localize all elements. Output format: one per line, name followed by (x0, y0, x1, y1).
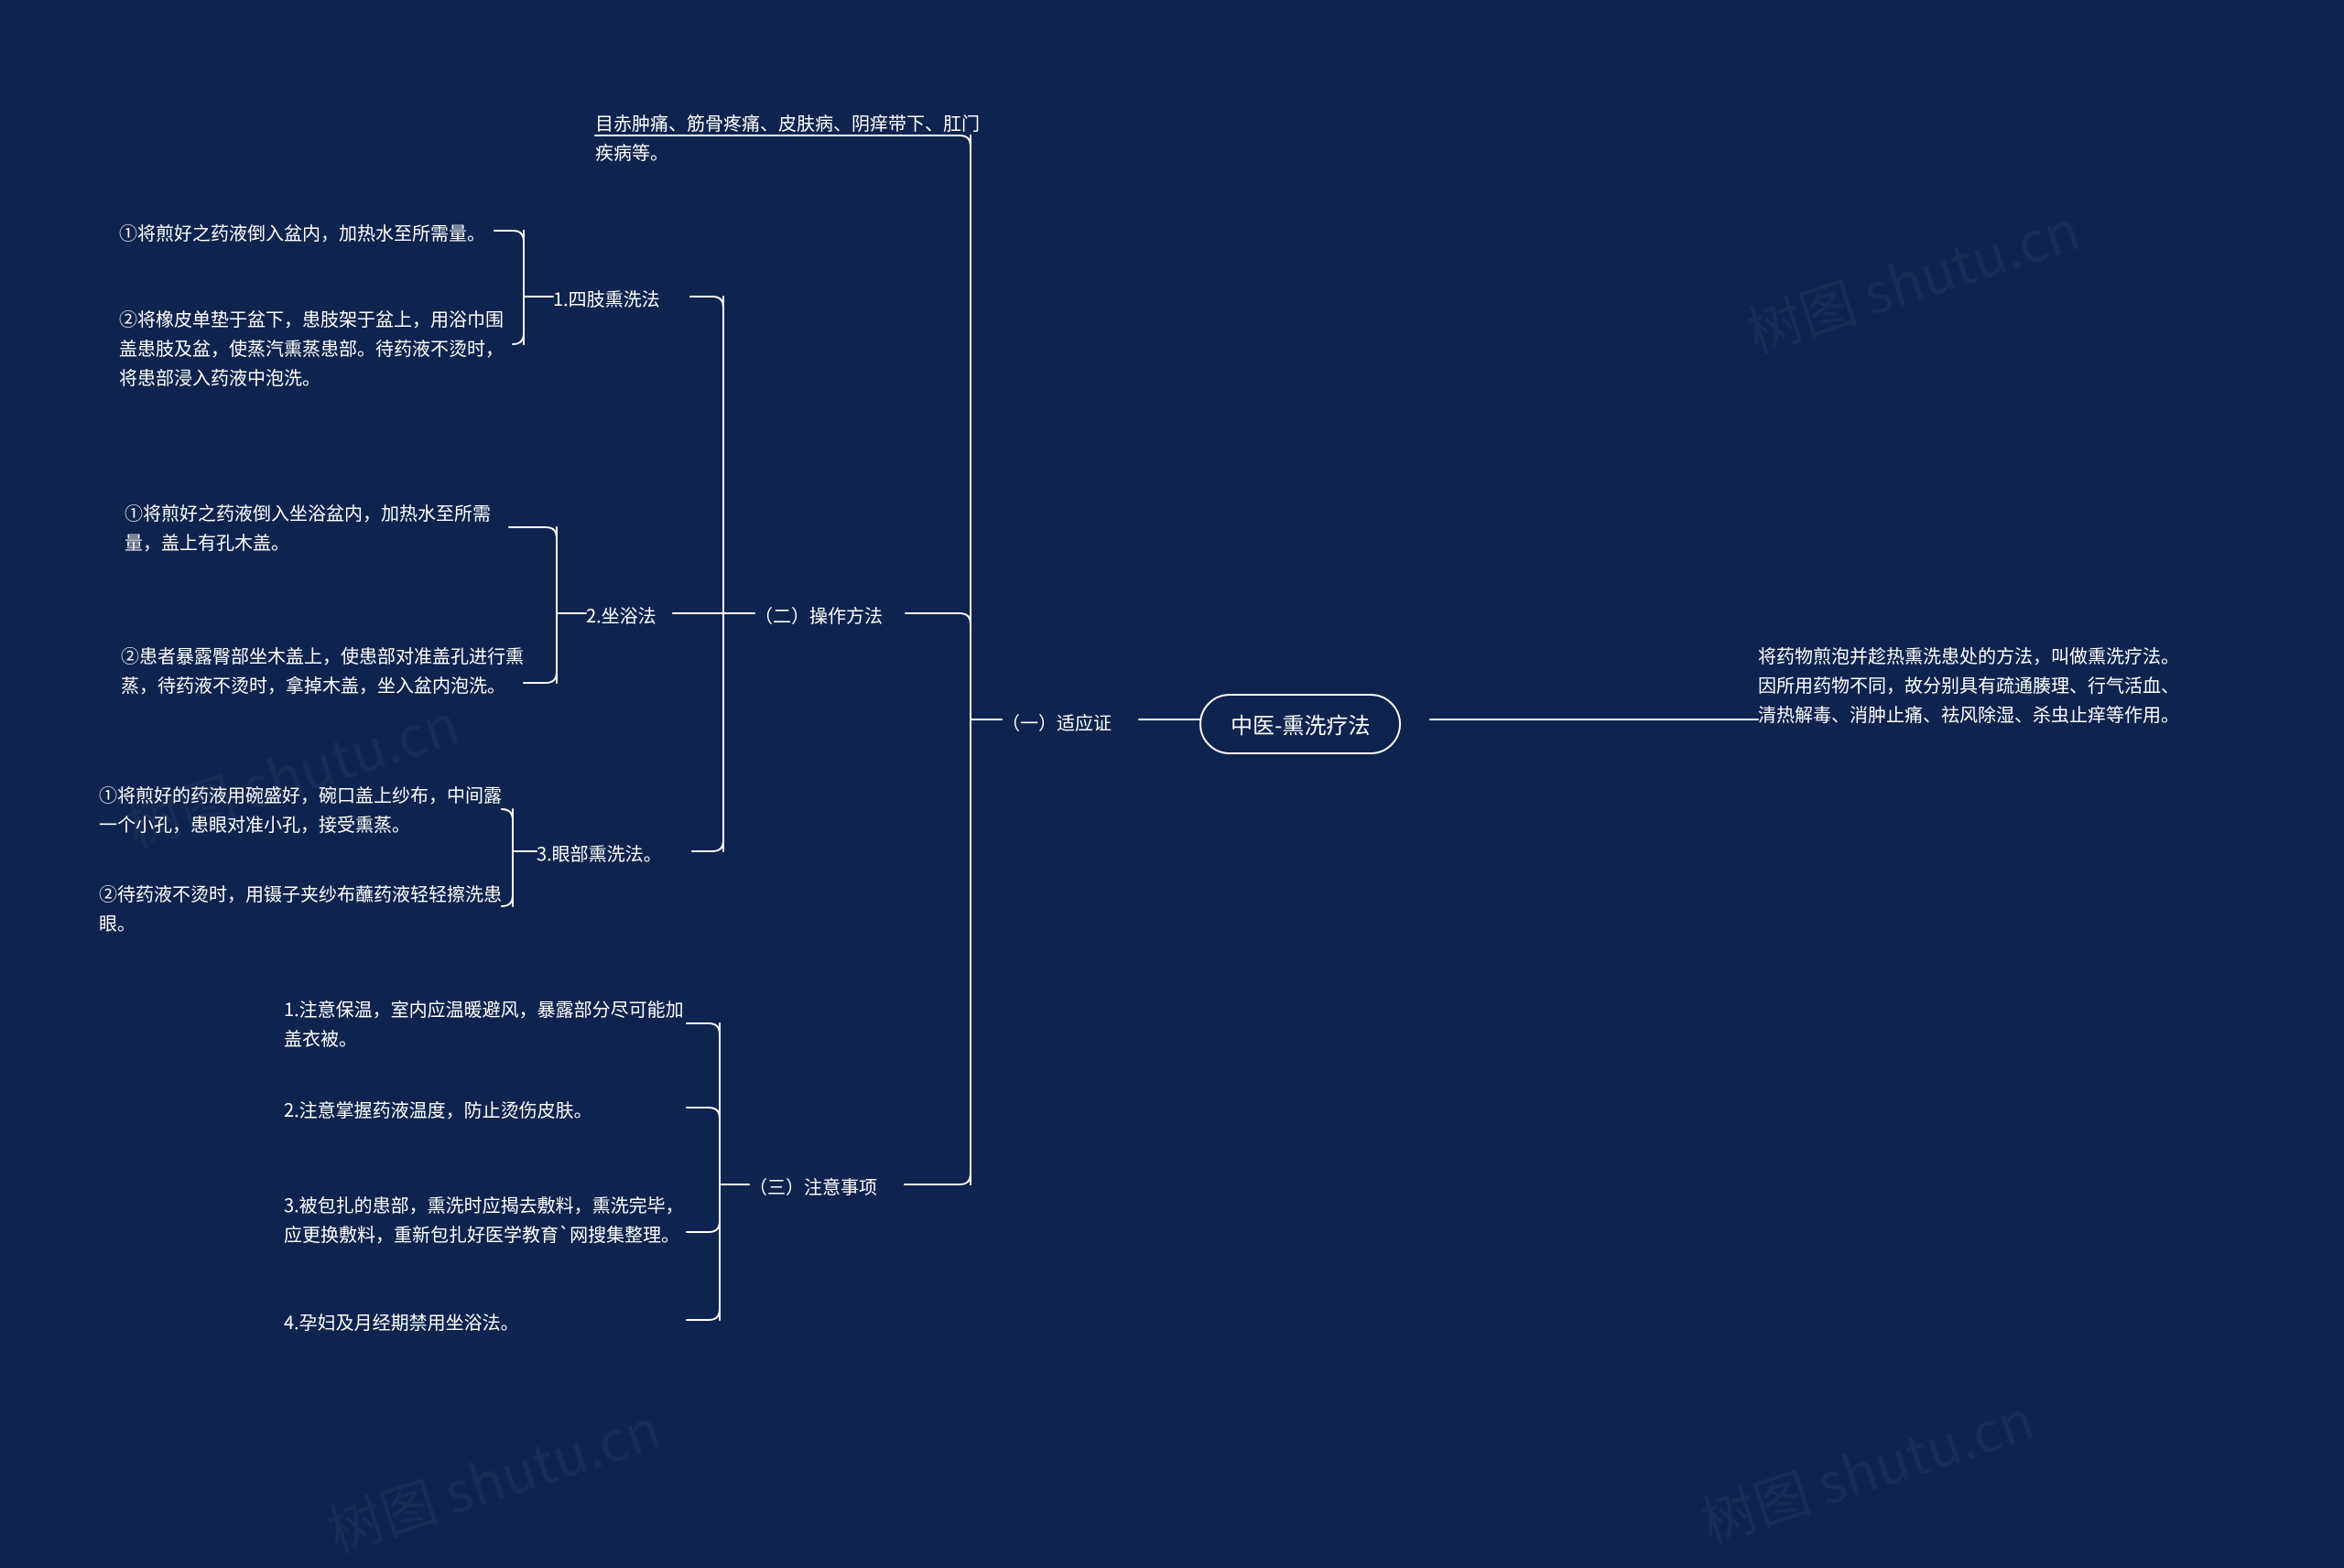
watermark: 树图 shutu.cn (317, 1386, 669, 1568)
right-description: 将药物煎泡并趁热熏洗患处的方法，叫做熏洗疗法。因所用药物不同，故分别具有疏通腠理… (1758, 641, 2179, 729)
watermark: 树图 shutu.cn (1690, 1377, 2043, 1559)
method-2-step-2: ②患者暴露臀部坐木盖上，使患部对准盖孔进行熏蒸，待药液不烫时，拿掉木盖，坐入盆内… (121, 641, 524, 699)
method-3-step-2: ②待药液不烫时，用镊子夹纱布蘸药液轻轻擦洗患眼。 (99, 879, 502, 937)
method-2-step-1: ①将煎好之药液倒入坐浴盆内，加热水至所需量，盖上有孔木盖。 (125, 498, 509, 557)
method-1[interactable]: 1.四肢熏洗法 (553, 284, 690, 313)
method-3[interactable]: 3.眼部熏洗法。 (537, 838, 692, 868)
root-node[interactable]: 中医-熏洗疗法 (1199, 694, 1401, 754)
branch-methods[interactable]: （二）操作方法 (754, 600, 906, 630)
indications-detail: 目赤肿痛、筋骨疼痛、皮肤病、阴痒带下、肛门疾病等。 (595, 108, 980, 167)
branch-indications[interactable]: （一）适应证 (1002, 708, 1139, 737)
method-3-step-1: ①将煎好的药液用碗盛好，碗口盖上纱布，中间露一个小孔，患眼对准小孔，接受熏蒸。 (99, 780, 502, 838)
method-1-step-2: ②将橡皮单垫于盆下，患肢架于盆上，用浴巾围盖患肢及盆，使蒸汽熏蒸患部。待药液不烫… (119, 304, 513, 392)
precaution-3: 3.被包扎的患部，熏洗时应揭去敷料，熏洗完毕，应更换敷料，重新包扎好医学教育`网… (284, 1190, 687, 1249)
watermark: 树图 shutu.cn (1736, 187, 2089, 369)
precaution-4: 4.孕妇及月经期禁用坐浴法。 (284, 1307, 687, 1336)
method-2[interactable]: 2.坐浴法 (586, 600, 673, 630)
method-1-step-1: ①将煎好之药液倒入盆内，加热水至所需量。 (119, 218, 494, 247)
precaution-2: 2.注意掌握药液温度，防止烫伤皮肤。 (284, 1095, 687, 1124)
precaution-1: 1.注意保温，室内应温暖避风，暴露部分尽可能加盖衣被。 (284, 994, 687, 1053)
branch-precautions[interactable]: （三）注意事项 (749, 1172, 905, 1201)
